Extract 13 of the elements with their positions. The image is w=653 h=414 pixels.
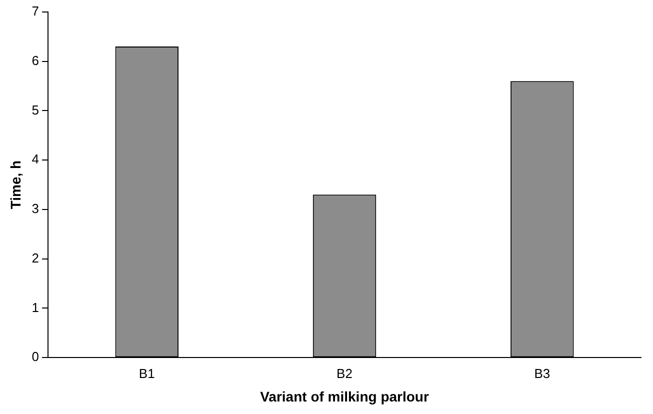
y-tick-label: 3 <box>32 201 40 216</box>
y-tick-label: 7 <box>32 4 40 19</box>
x-tick-label: B1 <box>138 366 155 381</box>
y-axis-title: Time, h <box>7 160 24 210</box>
y-tick-label: 1 <box>32 300 40 315</box>
y-tick-label: 2 <box>32 250 40 266</box>
x-tick-label: B3 <box>534 366 550 381</box>
y-tick-label: 0 <box>32 349 40 364</box>
x-tick-label: B2 <box>336 366 352 381</box>
y-tick-label: 4 <box>32 152 40 167</box>
x-axis-title: Variant of milking parlour <box>260 388 430 404</box>
y-tick-label: 5 <box>32 102 40 118</box>
y-tick-label: 6 <box>32 52 40 68</box>
